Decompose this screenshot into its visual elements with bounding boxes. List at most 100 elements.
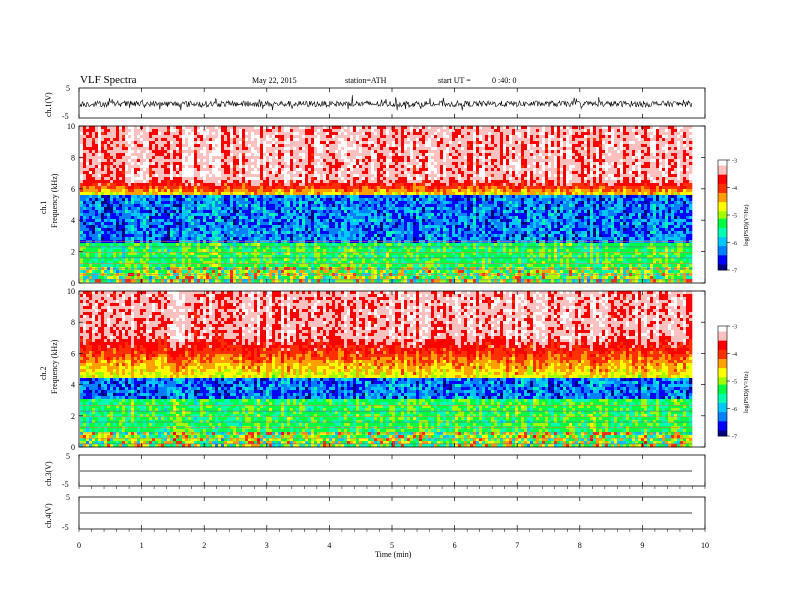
spectrogram-cell [314, 213, 318, 217]
spectrogram-cell [236, 222, 240, 226]
spectrogram-cell [209, 222, 213, 226]
spectrogram-cell [86, 177, 90, 181]
spectrogram-cell [182, 126, 186, 130]
spectrogram-cell [173, 222, 177, 226]
spectrogram-cell [326, 177, 330, 181]
spectrogram-cell [236, 252, 240, 256]
spectrogram-cell [176, 264, 180, 268]
spectrogram-cell [281, 180, 285, 184]
spectrogram-cell [80, 270, 84, 274]
spectrogram-cell [155, 222, 159, 226]
spectrogram-cell [293, 147, 297, 151]
spectrogram-cell [269, 135, 273, 139]
spectrogram-cell [161, 213, 165, 217]
spectrogram-cell [218, 141, 222, 145]
spectrogram-cell [233, 198, 237, 202]
spectrogram-cell [188, 150, 192, 154]
spectrogram-cell [314, 126, 318, 130]
spectrogram-cell [290, 225, 294, 229]
spectrogram-cell [335, 261, 339, 265]
spectrogram-cell [317, 243, 321, 247]
spectrogram-cell [221, 213, 225, 217]
spectrogram-cell [260, 198, 264, 202]
spectrogram-cell [338, 210, 342, 214]
spectrogram-cell [284, 135, 288, 139]
spectrogram-cell [92, 183, 96, 187]
spectrogram-cell [350, 168, 354, 172]
spectrogram-cell [92, 195, 96, 199]
spectrogram-cell [356, 135, 360, 139]
spectrogram-cell [323, 198, 327, 202]
spectrogram-cell [320, 165, 324, 169]
spectrogram-cell [329, 189, 333, 193]
spectrogram-cell [107, 156, 111, 160]
spectrogram-cell [107, 249, 111, 253]
spectrogram-cell [155, 249, 159, 253]
spectrogram-cell [80, 147, 84, 151]
spectrogram-cell [83, 252, 87, 256]
spectrogram-cell [188, 135, 192, 139]
spectrogram-cell [203, 174, 207, 178]
spectrogram-cell [263, 204, 267, 208]
spectrogram-cell [266, 225, 270, 229]
spectrogram-cell [239, 153, 243, 157]
spectrogram-cell [143, 234, 147, 238]
spectrogram-cell [125, 264, 129, 268]
spectrogram-cell [338, 141, 342, 145]
spectrogram-cell [137, 162, 141, 166]
spectrogram-cell [104, 135, 108, 139]
spectrogram-cell [353, 189, 357, 193]
spectrogram-cell [302, 192, 306, 196]
spectrogram-cell [230, 255, 234, 259]
spectrogram-cell [275, 171, 279, 175]
spectrogram-cell [125, 135, 129, 139]
spectrogram-cell [260, 252, 264, 256]
spectrogram-cell [161, 243, 165, 247]
spectrogram-cell [326, 183, 330, 187]
spectrogram-cell [311, 147, 315, 151]
spectrogram-cell [230, 180, 234, 184]
spectrogram-cell [164, 207, 168, 211]
spectrogram-cell [365, 252, 369, 256]
spectrogram-cell [164, 141, 168, 145]
spectrogram-cell [107, 153, 111, 157]
spectrogram-cell [206, 168, 210, 172]
spectrogram-cell [119, 246, 123, 250]
spectrogram-cell [338, 228, 342, 232]
spectrogram-cell [299, 219, 303, 223]
spectrogram-cell [338, 138, 342, 142]
spectrogram-cell [140, 195, 144, 199]
spectrogram-cell [356, 243, 360, 247]
spectrogram-cell [167, 174, 171, 178]
spectrogram-cell [347, 174, 351, 178]
spectrogram-cell [218, 138, 222, 142]
spectrogram-cell [188, 237, 192, 241]
spectrogram-cell [242, 216, 246, 220]
spectrogram-cell [194, 258, 198, 262]
spectrogram-cell [356, 204, 360, 208]
spectrogram-cell [248, 180, 252, 184]
spectrogram-cell [293, 174, 297, 178]
spectrogram-cell [143, 156, 147, 160]
spectrogram-cell [230, 210, 234, 214]
spectrogram-cell [341, 132, 345, 136]
spectrogram-cell [191, 150, 195, 154]
spectrogram-cell [218, 177, 222, 181]
spectrogram-cell [227, 216, 231, 220]
spectrogram-cell [341, 168, 345, 172]
spectrogram-cell [308, 228, 312, 232]
spectrogram-cell [95, 255, 99, 259]
spectrogram-cell [179, 126, 183, 130]
spectrogram-cell [110, 144, 114, 148]
spectrogram-cell [302, 249, 306, 253]
spectrogram-cell [170, 126, 174, 130]
spectrogram-cell [260, 168, 264, 172]
spectrogram-cell [176, 270, 180, 274]
spectrogram-cell [272, 195, 276, 199]
spectrogram-cell [290, 264, 294, 268]
spectrogram-cell [152, 270, 156, 274]
spectrogram-cell [221, 237, 225, 241]
spectrogram-cell [266, 141, 270, 145]
spectrogram-cell [311, 213, 315, 217]
spectrogram-cell [212, 234, 216, 238]
